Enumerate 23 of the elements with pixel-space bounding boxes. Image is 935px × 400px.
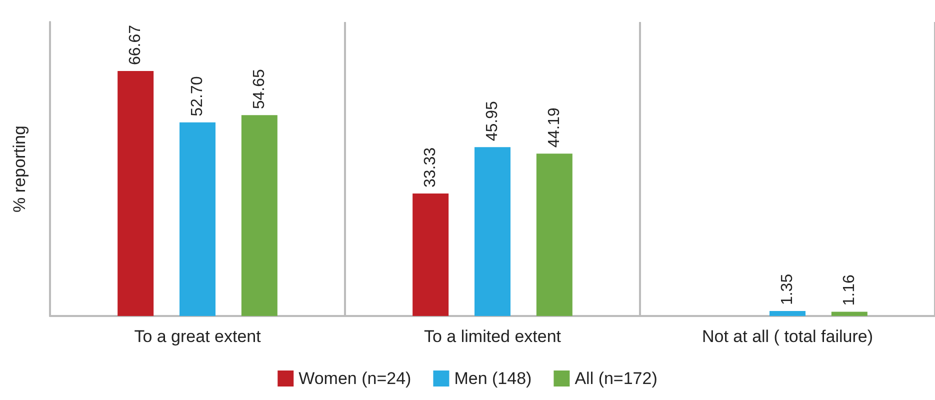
bar — [770, 311, 806, 316]
bar — [241, 115, 278, 316]
data-label: 1.35 — [779, 274, 796, 306]
data-label: 54.65 — [250, 69, 268, 110]
legend-label: Women (n=24) — [298, 369, 412, 388]
legend-label: Men (148) — [454, 369, 532, 388]
y-axis-title: % reporting — [10, 126, 29, 212]
data-label: 66.67 — [127, 24, 144, 65]
data-label: 1.16 — [840, 274, 858, 306]
data-label: 33.33 — [422, 147, 440, 188]
bar — [474, 147, 510, 316]
data-label: 44.19 — [546, 107, 563, 148]
legend-label: All (n=172) — [574, 369, 658, 388]
bar — [412, 194, 449, 316]
bar — [831, 312, 868, 316]
data-label: 45.95 — [484, 100, 501, 142]
x-tick-label: Not at all ( total failure) — [702, 327, 874, 346]
bar — [118, 70, 154, 316]
bar — [180, 122, 216, 316]
bar — [536, 154, 572, 316]
x-tick-label: To a great extent — [134, 327, 262, 346]
data-label: 52.70 — [189, 76, 206, 116]
x-tick-label: To a limited extent — [424, 327, 562, 346]
